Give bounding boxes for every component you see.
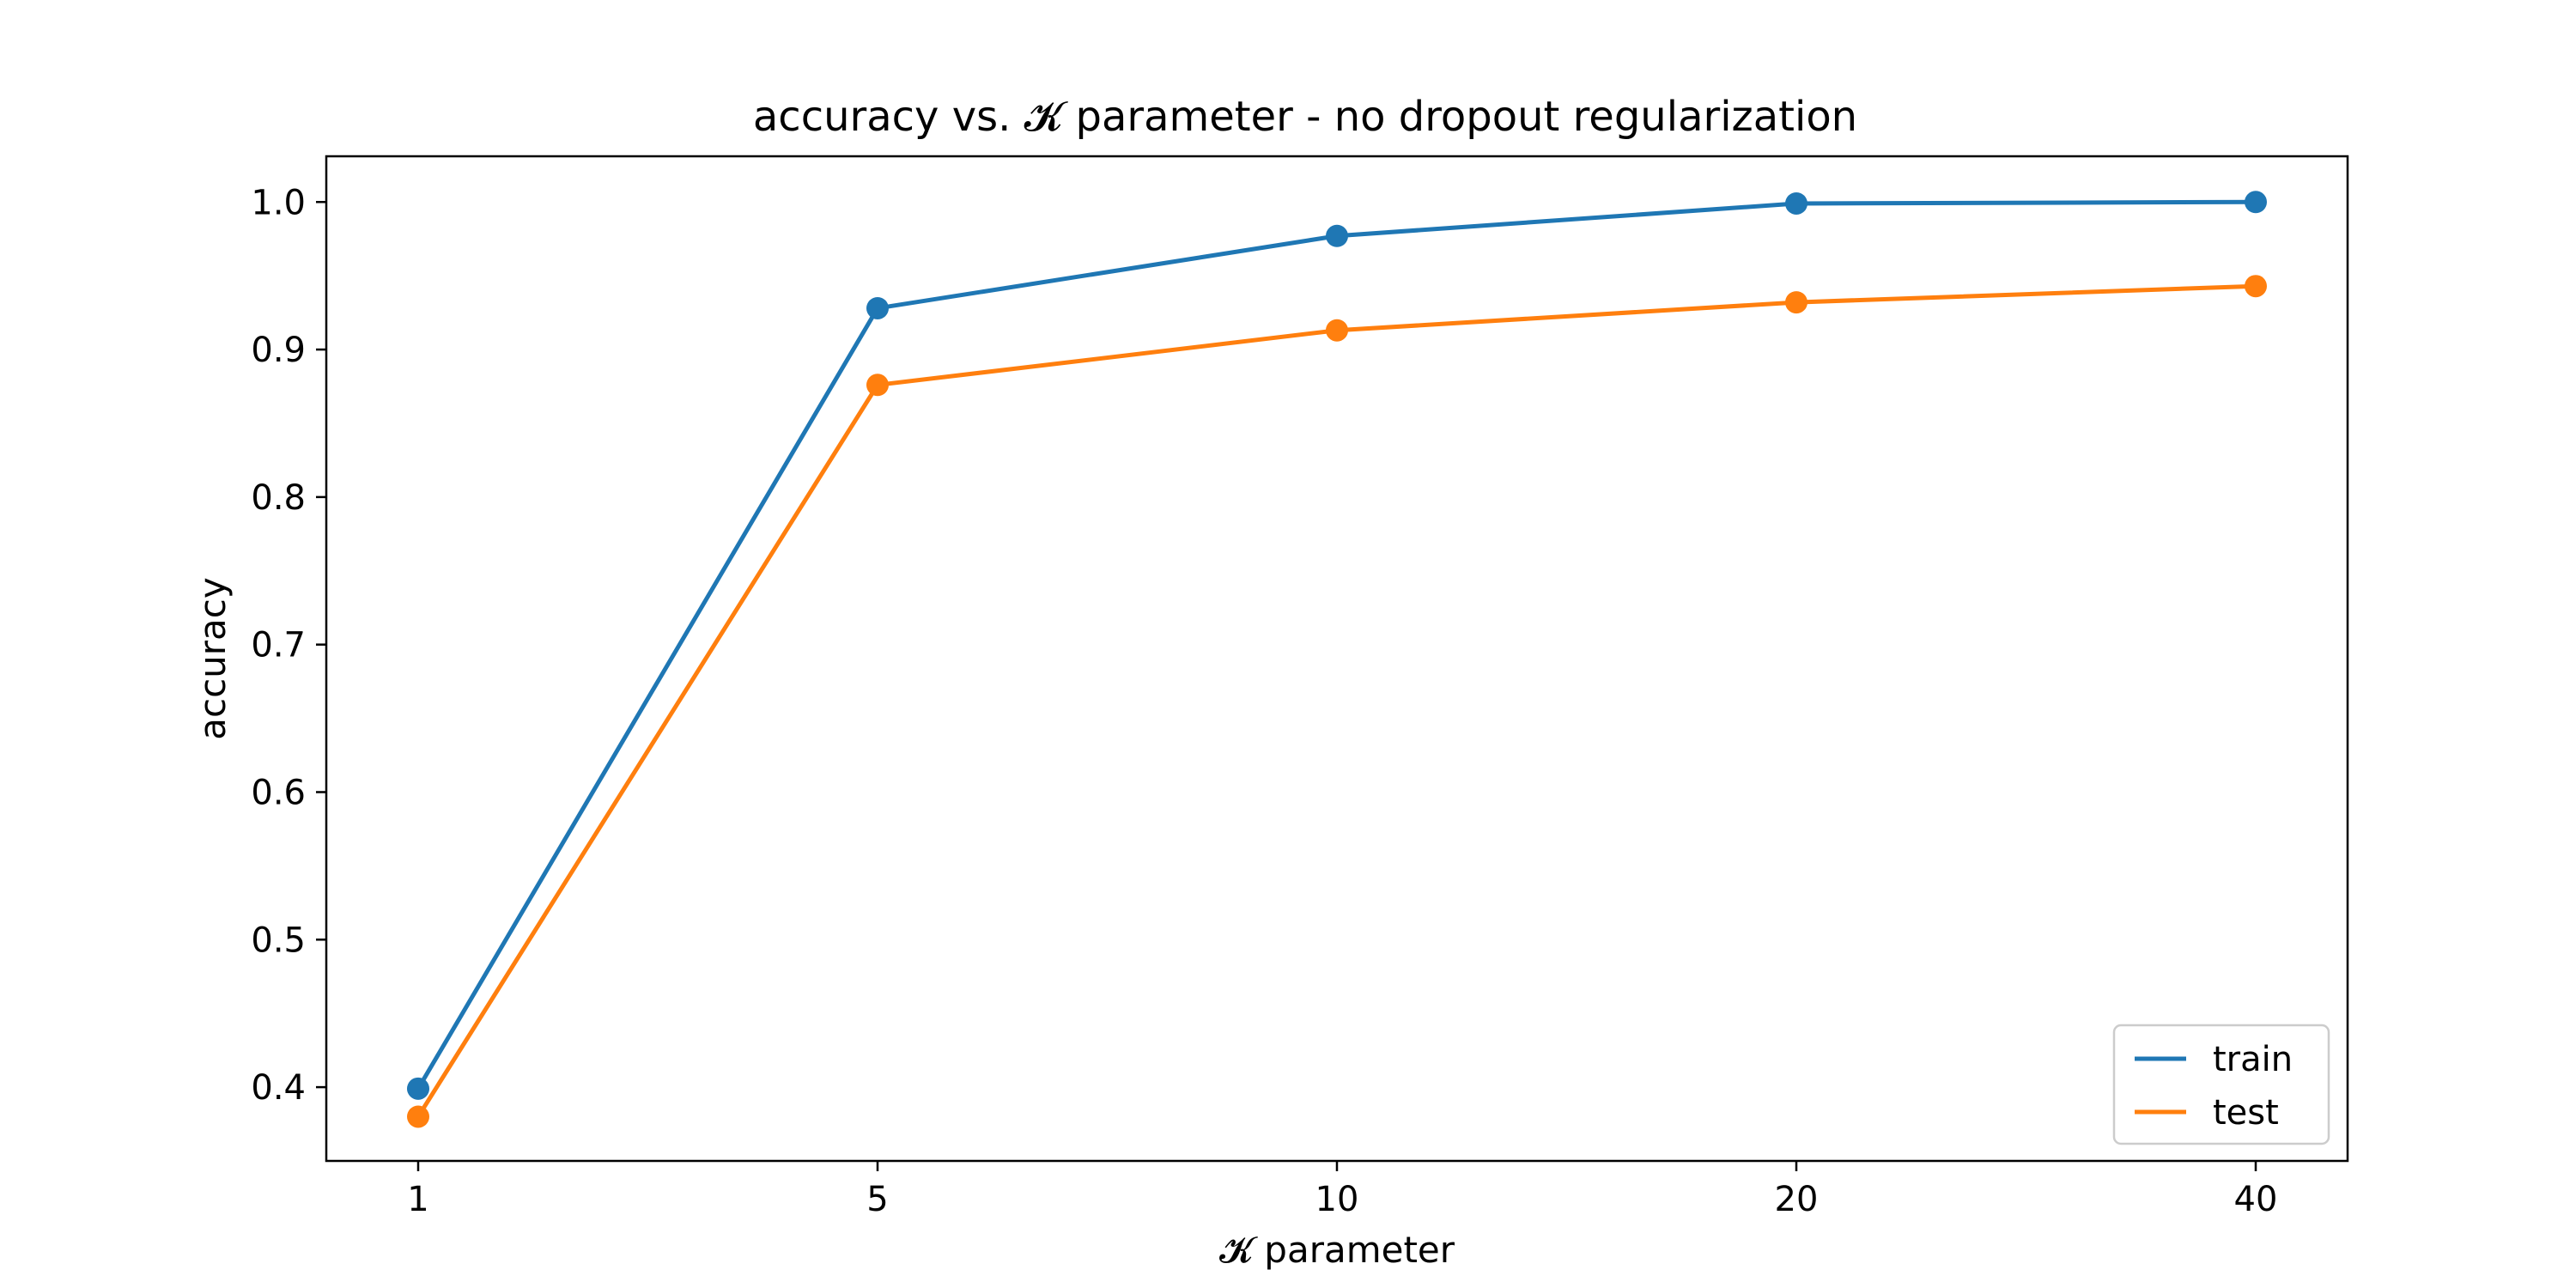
data-point-test xyxy=(2245,275,2267,298)
data-point-test xyxy=(407,1105,429,1128)
y-tick-label: 0.7 xyxy=(251,626,306,665)
data-point-train xyxy=(1326,224,1348,247)
y-axis-label: accuracy xyxy=(191,577,234,740)
chart-title: accuracy vs. 𝓚 parameter - no dropout re… xyxy=(753,93,1857,141)
x-tick-label: 1 xyxy=(407,1180,428,1219)
data-point-train xyxy=(407,1077,429,1100)
x-tick-label: 10 xyxy=(1315,1180,1359,1219)
data-point-test xyxy=(1785,291,1807,314)
y-tick-label: 0.6 xyxy=(251,773,306,812)
y-tick-label: 1.0 xyxy=(251,183,306,222)
data-point-test xyxy=(1326,319,1348,342)
x-axis-label: 𝓚 parameter xyxy=(1219,1229,1455,1271)
legend: train test xyxy=(2112,1024,2330,1145)
x-tick-label: 20 xyxy=(1775,1180,1819,1219)
y-tick-label: 0.8 xyxy=(251,478,306,518)
y-tick-label: 0.5 xyxy=(251,920,306,960)
legend-label-train: train xyxy=(2213,1040,2293,1079)
y-tick-label: 0.4 xyxy=(251,1068,306,1108)
series-line-test xyxy=(416,283,2257,1118)
x-tick-label: 40 xyxy=(2234,1180,2278,1219)
data-point-train xyxy=(866,296,889,319)
plot-area xyxy=(407,191,2267,1128)
data-point-train xyxy=(1785,191,1807,215)
x-tick-label: 5 xyxy=(866,1180,888,1219)
axis-ticks: 0.4 0.5 0.6 0.7 0.8 0.9 1.0 1 5 10 20 40 xyxy=(251,183,2277,1219)
y-tick-label: 0.9 xyxy=(251,331,306,370)
data-point-test xyxy=(866,374,889,397)
axes-frame xyxy=(325,155,2349,1163)
legend-label-test: test xyxy=(2213,1093,2279,1133)
data-point-train xyxy=(2245,191,2267,214)
